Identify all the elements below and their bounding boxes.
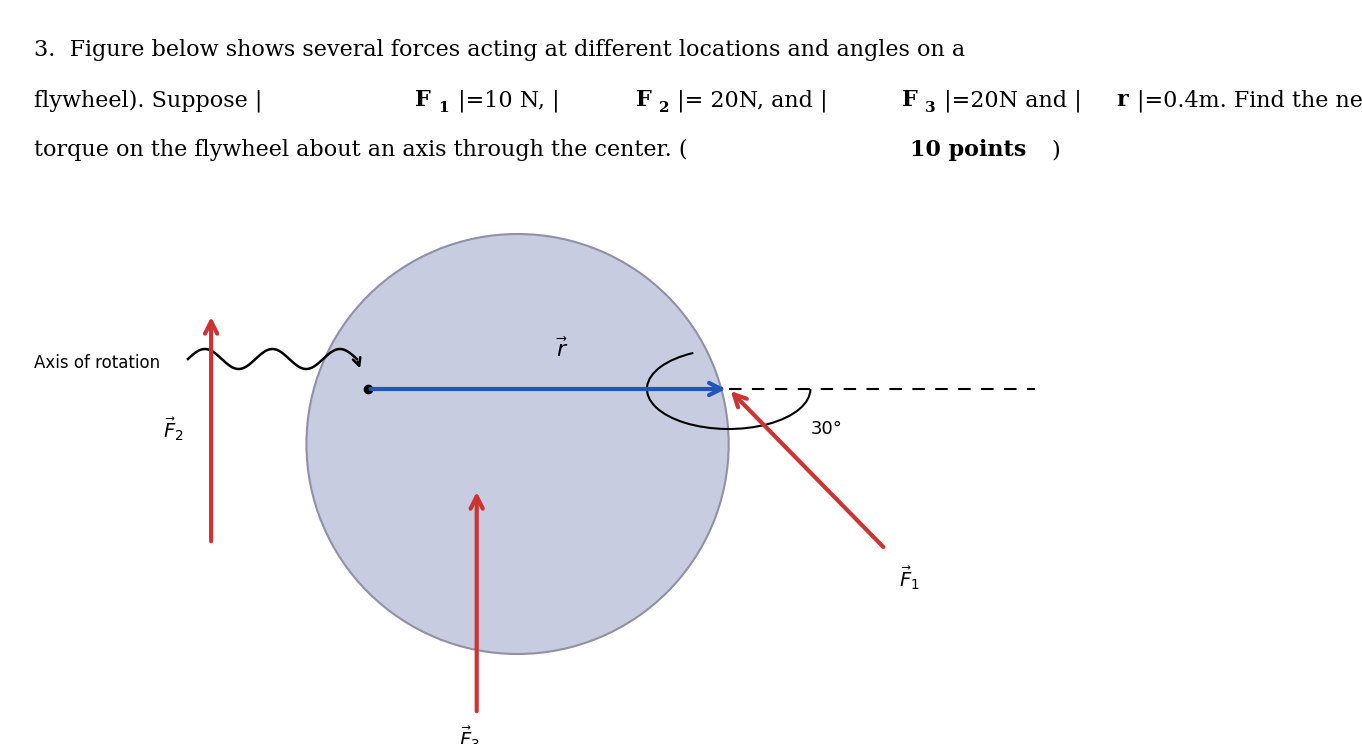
- Text: 10 points: 10 points: [910, 139, 1026, 161]
- Text: $\vec{F}_3$: $\vec{F}_3$: [459, 724, 481, 744]
- Text: F: F: [902, 89, 918, 111]
- Text: Axis of rotation: Axis of rotation: [34, 354, 161, 372]
- Text: r: r: [1117, 89, 1129, 111]
- Text: $\vec{r}$: $\vec{r}$: [556, 338, 568, 361]
- Ellipse shape: [306, 234, 729, 654]
- Text: F: F: [636, 89, 652, 111]
- Text: $\vec{F}_2$: $\vec{F}_2$: [163, 415, 184, 443]
- Text: $\vec{F}_1$: $\vec{F}_1$: [899, 564, 919, 591]
- Text: 1: 1: [439, 101, 449, 115]
- Text: flywheel). Suppose |: flywheel). Suppose |: [34, 89, 263, 112]
- Text: torque on the flywheel about an axis through the center. (: torque on the flywheel about an axis thr…: [34, 139, 688, 161]
- Text: |=0.4m. Find the net: |=0.4m. Find the net: [1137, 89, 1362, 112]
- Text: ): ): [1051, 139, 1060, 161]
- Text: |=20N and |: |=20N and |: [937, 89, 1081, 112]
- Text: 2: 2: [659, 101, 670, 115]
- Text: F: F: [415, 89, 432, 111]
- Text: |=10 N, |: |=10 N, |: [451, 89, 560, 112]
- Text: 30°: 30°: [810, 420, 842, 438]
- Text: 3: 3: [925, 101, 936, 115]
- Text: 3.  Figure below shows several forces acting at different locations and angles o: 3. Figure below shows several forces act…: [34, 39, 966, 61]
- Text: |= 20N, and |: |= 20N, and |: [670, 89, 828, 112]
